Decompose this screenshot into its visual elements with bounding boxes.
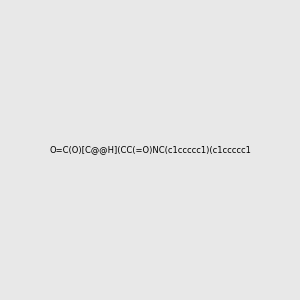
Text: O=C(O)[C@@H](CC(=O)NC(c1ccccc1)(c1ccccc1: O=C(O)[C@@H](CC(=O)NC(c1ccccc1)(c1ccccc1 [49,146,251,154]
